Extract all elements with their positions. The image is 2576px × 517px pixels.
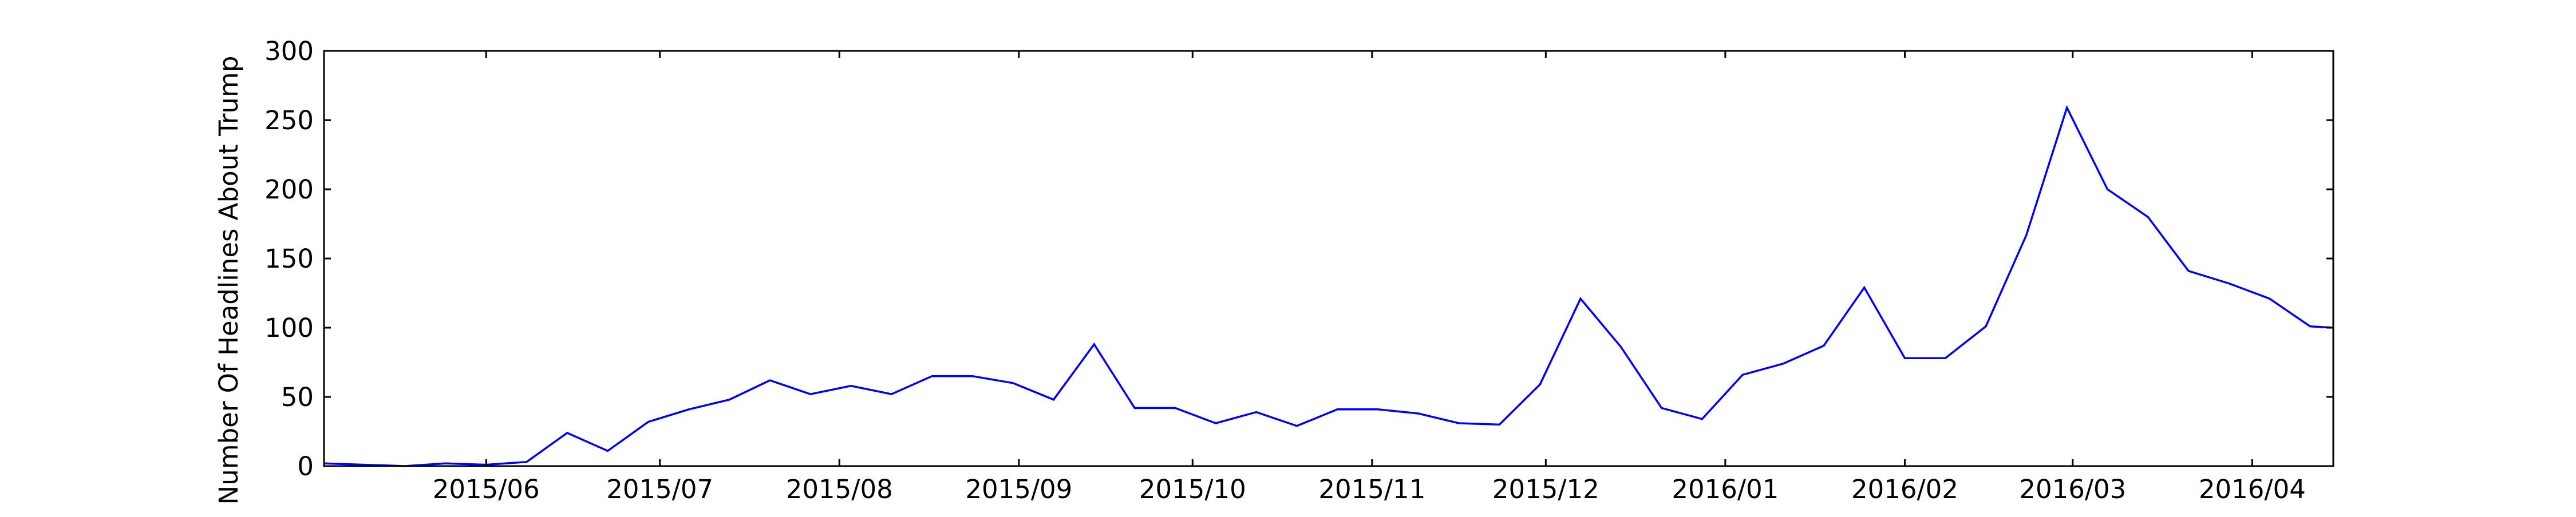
x-tick-label: 2016/04 <box>2199 474 2306 504</box>
y-tick-label: 150 <box>264 244 314 274</box>
x-tick-label: 2015/11 <box>1318 474 1425 504</box>
plot-frame <box>323 50 2334 467</box>
y-tick-label: 0 <box>297 451 314 482</box>
x-tick-label: 2015/08 <box>786 474 893 504</box>
y-axis-label: Number Of Headlines About Trump <box>214 56 244 505</box>
x-tick-label: 2016/02 <box>1851 474 1958 504</box>
x-tick-label: 2016/01 <box>1672 474 1779 504</box>
axes: 0 50 100 150 200 250 300 2015/06 2015/07 2015/08 2… <box>264 36 2334 504</box>
x-tick-label: 2015/12 <box>1492 474 1599 504</box>
y-tick-label: 250 <box>264 105 314 136</box>
y-tick-label: 200 <box>264 174 314 205</box>
series-line <box>323 105 2334 467</box>
x-tick-label: 2015/10 <box>1139 474 1246 504</box>
x-tick-label: 2015/07 <box>606 474 713 504</box>
y-tick-label: 100 <box>264 313 314 343</box>
x-tick-label: 2015/06 <box>433 474 540 504</box>
x-tick-label: 2015/09 <box>965 474 1072 504</box>
y-tick-label: 50 <box>281 382 314 412</box>
x-tick-label: 2016/03 <box>2019 474 2126 504</box>
y-tick-label: 300 <box>264 36 314 66</box>
plot-area <box>323 105 2334 467</box>
